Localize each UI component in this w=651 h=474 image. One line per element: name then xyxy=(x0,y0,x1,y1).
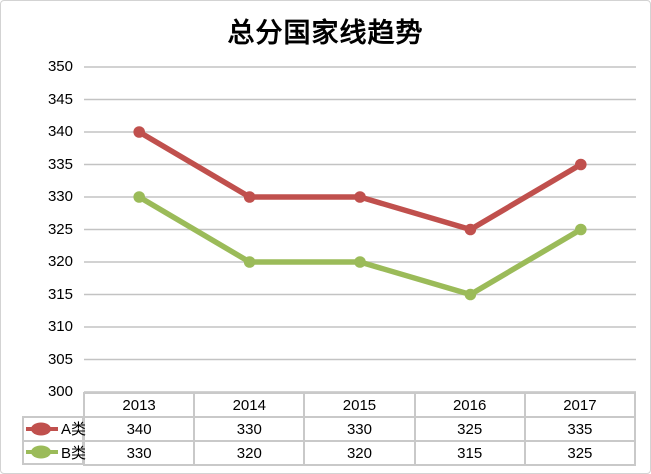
y-tick-label: 310 xyxy=(47,318,73,335)
data-point-marker xyxy=(464,288,477,301)
data-point-marker xyxy=(464,223,477,236)
value-cell: 340 xyxy=(82,416,196,442)
value-cell: 315 xyxy=(413,440,526,466)
data-point-marker xyxy=(243,191,256,203)
series-line-A类 xyxy=(136,129,584,233)
data-point-marker xyxy=(354,191,366,203)
legend-label: B类 xyxy=(61,444,87,462)
series-a-line-marker-icon xyxy=(26,422,58,436)
y-tick-label: 335 xyxy=(47,155,73,173)
year-header-cell: 2017 xyxy=(523,392,637,418)
y-tick-label: 350 xyxy=(47,58,73,75)
y-tick-label: 325 xyxy=(47,220,73,238)
data-point-marker xyxy=(243,256,256,268)
table-row-series-b: 330 320 320 315 325 xyxy=(82,440,637,466)
data-point-marker xyxy=(354,256,366,268)
data-point-marker xyxy=(133,126,145,138)
data-point-marker xyxy=(575,158,587,171)
value-cell: 330 xyxy=(82,440,196,466)
y-tick-label: 320 xyxy=(47,253,73,270)
value-cell: 325 xyxy=(413,416,526,442)
value-cell: 325 xyxy=(523,440,637,466)
value-cell: 330 xyxy=(303,416,416,442)
legend-item-series-a: A类 xyxy=(24,418,86,442)
y-tick-label: 340 xyxy=(47,123,73,140)
y-tick-label: 315 xyxy=(47,285,73,303)
series-b-line-marker-icon xyxy=(26,445,58,459)
y-tick-label: 330 xyxy=(47,188,73,205)
data-point-marker xyxy=(575,223,587,236)
table-header-row: 2013 2014 2015 2016 2017 xyxy=(82,392,637,418)
legend-item-series-b: B类 xyxy=(24,442,86,464)
value-cell: 330 xyxy=(193,416,306,442)
y-tick-label: 305 xyxy=(47,350,73,368)
year-header-cell: 2013 xyxy=(82,392,196,418)
data-point-marker xyxy=(133,191,145,203)
year-header-cell: 2016 xyxy=(413,392,526,418)
data-table: 2013 2014 2015 2016 2017 340 330 330 325… xyxy=(82,392,637,466)
series-line-B类 xyxy=(136,194,584,298)
y-tick-label: 300 xyxy=(47,383,73,400)
year-header-cell: 2015 xyxy=(303,392,416,418)
table-row-series-a: 340 330 330 325 335 xyxy=(82,416,637,442)
chart-title: 总分国家线趋势 xyxy=(227,18,424,49)
legend-label: A类 xyxy=(61,421,87,439)
value-cell: 320 xyxy=(193,440,306,466)
value-cell: 335 xyxy=(523,416,637,442)
value-cell: 320 xyxy=(303,440,416,466)
y-tick-label: 345 xyxy=(47,90,73,108)
year-header-cell: 2014 xyxy=(193,392,306,418)
legend: A类 B类 xyxy=(22,416,86,465)
